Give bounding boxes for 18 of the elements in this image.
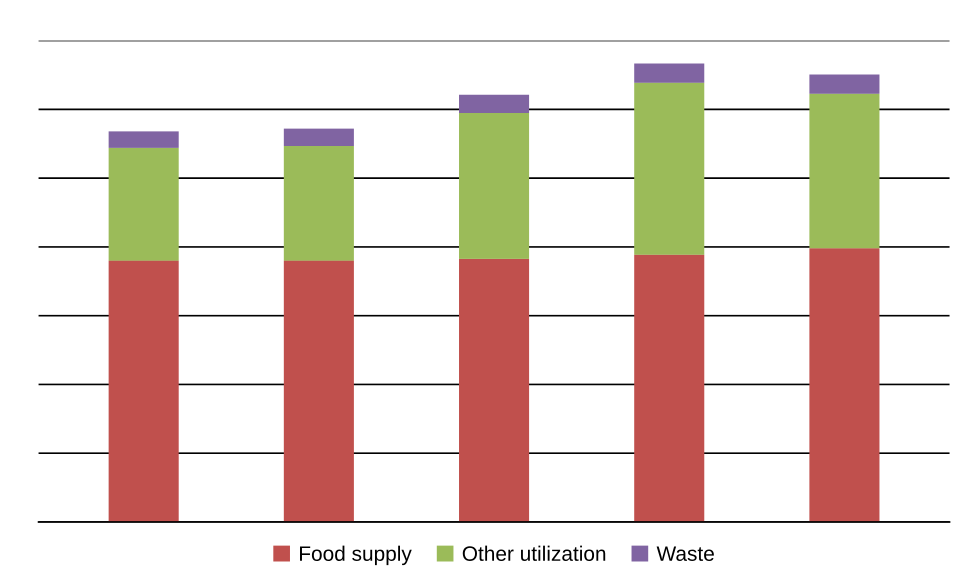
legend-label: Food supply: [300, 546, 412, 566]
bar: [284, 146, 354, 261]
bar: [108, 260, 179, 522]
bar: [284, 260, 354, 522]
bar: [284, 128, 354, 146]
bar: [459, 258, 530, 522]
bar: [634, 64, 704, 83]
bar: [809, 248, 880, 522]
bar: [634, 254, 704, 522]
bar: [459, 94, 530, 114]
bar: [809, 74, 880, 94]
bar: [108, 148, 179, 261]
bar: [108, 131, 179, 148]
legend-label: Other utilization: [462, 546, 606, 561]
bar: [634, 82, 704, 255]
bar: [459, 113, 530, 259]
legend-label: Waste: [656, 546, 714, 561]
bar: [809, 94, 880, 248]
